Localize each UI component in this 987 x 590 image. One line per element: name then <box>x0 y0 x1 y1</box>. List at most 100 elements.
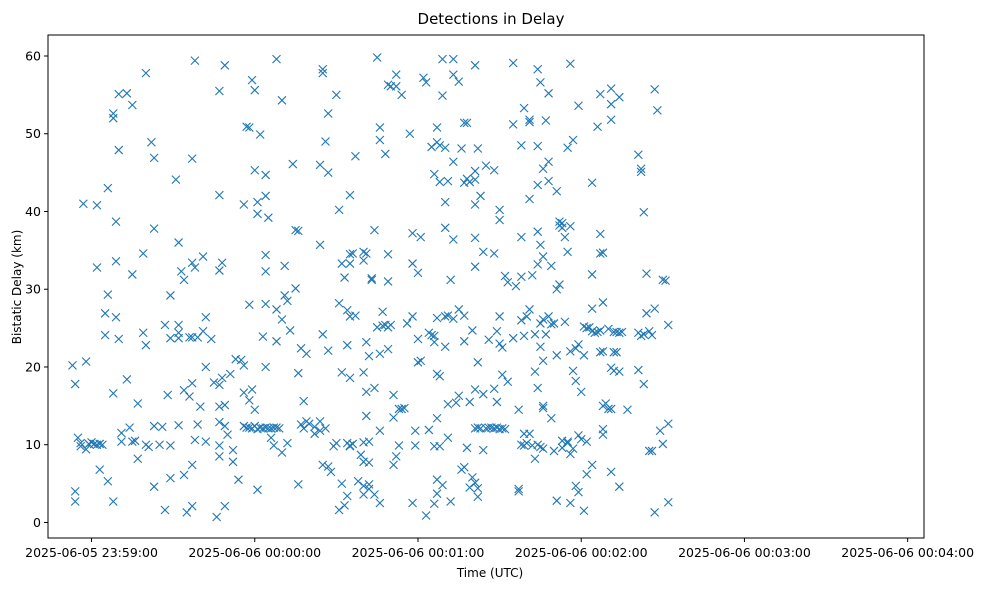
data-point-stroke <box>661 276 670 286</box>
data-point <box>500 424 510 434</box>
data-point-stroke <box>166 441 175 450</box>
data-point <box>470 200 480 209</box>
data-point-stroke <box>76 438 86 448</box>
data-point-stroke <box>598 430 608 439</box>
data-point <box>497 370 507 380</box>
data-point-stroke <box>206 334 216 344</box>
data-point <box>571 481 581 491</box>
data-point <box>220 421 230 431</box>
data-point-stroke <box>465 177 475 187</box>
data-point-stroke <box>334 298 344 308</box>
data-point-stroke <box>318 460 328 470</box>
data-point-stroke <box>565 347 575 356</box>
data-point-stroke <box>470 262 480 272</box>
data-point <box>538 252 548 261</box>
data-point-stroke <box>220 60 230 70</box>
data-point <box>163 390 173 400</box>
data-point-stroke <box>342 340 352 350</box>
data-point <box>500 271 510 281</box>
data-point-stroke <box>176 266 186 276</box>
data-point-stroke <box>432 475 442 485</box>
data-point-stroke <box>563 437 573 446</box>
data-point-stroke <box>614 367 624 377</box>
data-point <box>95 439 105 449</box>
data-point <box>470 385 480 394</box>
data-point <box>356 450 366 460</box>
data-point-stroke <box>247 385 257 394</box>
data-point-stroke <box>590 328 600 338</box>
data-point <box>293 226 303 236</box>
data-point <box>408 259 417 268</box>
data-point <box>68 361 77 370</box>
data-point-stroke <box>239 361 249 370</box>
data-point <box>217 258 227 268</box>
data-point <box>318 329 328 339</box>
data-point-stroke <box>470 200 480 209</box>
data-point-stroke <box>576 434 586 444</box>
data-point-stroke <box>198 326 208 336</box>
data-point-stroke <box>370 225 379 235</box>
data-point <box>459 311 469 321</box>
data-point-stroke <box>277 95 287 105</box>
data-point <box>111 312 121 322</box>
data-point <box>318 68 328 78</box>
data-point-stroke <box>606 115 616 125</box>
data-point <box>587 270 597 279</box>
data-point-stroke <box>440 312 450 321</box>
data-point-stroke <box>446 497 456 506</box>
data-point-stroke <box>429 499 439 509</box>
data-point <box>497 423 507 433</box>
data-point-stroke <box>609 347 619 357</box>
data-point-stroke <box>160 320 170 330</box>
data-point <box>225 369 235 379</box>
data-point <box>481 161 491 170</box>
data-point <box>187 378 197 388</box>
data-point <box>223 430 232 439</box>
data-point <box>182 507 192 517</box>
data-point-stroke <box>604 324 613 334</box>
data-point <box>103 183 113 193</box>
data-point <box>127 437 137 446</box>
data-point <box>244 300 254 310</box>
data-point-stroke <box>114 334 124 344</box>
data-point <box>302 349 311 359</box>
data-point <box>198 252 208 261</box>
data-point-stroke <box>497 423 507 433</box>
data-point <box>367 273 377 283</box>
data-point-stroke <box>318 64 328 74</box>
data-point-stroke <box>663 497 673 507</box>
data-point <box>193 333 203 342</box>
data-point <box>149 421 159 431</box>
data-point-stroke <box>361 249 371 258</box>
data-point <box>359 247 368 257</box>
data-point <box>440 143 450 153</box>
data-point <box>228 445 238 455</box>
data-point-stroke <box>525 117 534 127</box>
data-point <box>595 326 605 335</box>
data-point <box>448 157 458 167</box>
data-point-stroke <box>565 449 575 459</box>
data-point <box>315 426 325 436</box>
data-point-stroke <box>370 383 379 393</box>
data-point <box>473 423 483 432</box>
data-point-stroke <box>408 259 417 268</box>
data-point-stroke <box>361 337 371 347</box>
data-point <box>470 166 480 176</box>
data-point <box>345 249 355 259</box>
data-point <box>408 228 417 238</box>
data-point-stroke <box>108 497 118 506</box>
data-point-stroke <box>533 383 543 393</box>
data-point-stroke <box>323 346 333 356</box>
data-point-stroke <box>571 481 581 491</box>
data-point <box>595 89 605 99</box>
data-point <box>565 59 575 69</box>
data-point-stroke <box>454 305 464 314</box>
data-point <box>663 419 673 429</box>
data-point <box>549 446 559 456</box>
data-point-stroke <box>209 378 219 387</box>
data-point <box>448 54 458 64</box>
data-point <box>538 315 548 324</box>
data-point-stroke <box>375 135 385 145</box>
data-point <box>549 319 559 328</box>
data-point-stroke <box>538 164 548 174</box>
